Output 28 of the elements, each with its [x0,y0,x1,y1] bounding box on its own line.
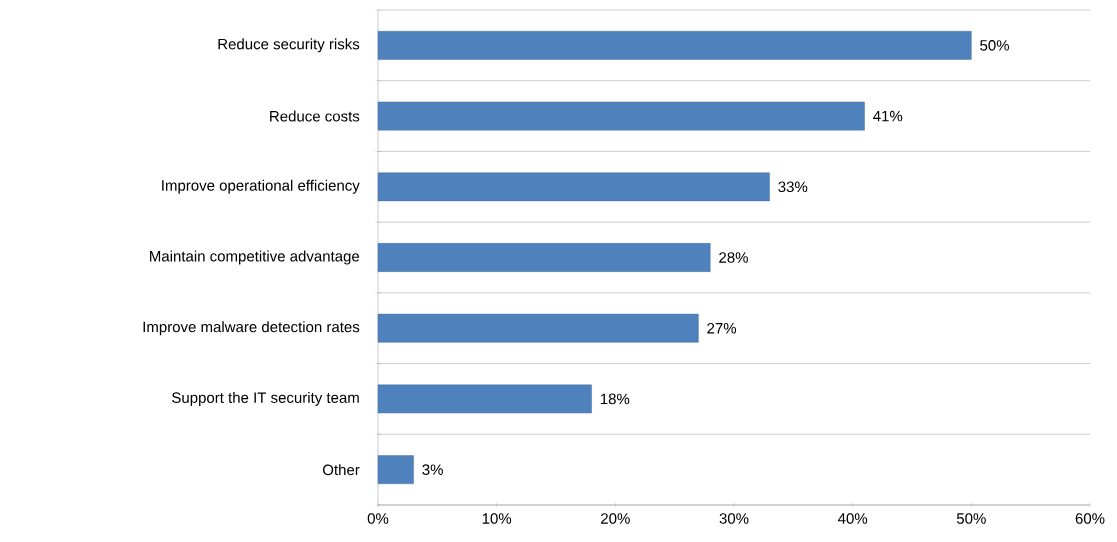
bar [377,101,865,131]
y-tick-label: Reduce security risks [218,38,360,53]
bar [377,455,414,484]
bar [377,384,592,414]
x-tick-label: 40% [838,513,868,524]
x-tick-label: 30% [719,513,749,524]
data-label: 27% [707,322,737,334]
x-tick-label: 20% [601,513,630,524]
x-tick-label: 60% [1075,513,1105,524]
data-label: 33% [778,181,808,193]
data-label: 3% [422,464,443,475]
x-tick-label: 50% [956,513,986,524]
y-tick-label: Improve operational efficiency [162,179,360,194]
data-label: 18% [600,393,630,405]
data-label: 41% [873,110,903,122]
data-label: 28% [719,252,748,263]
y-tick-label: Improve malware detection rates [143,321,360,336]
x-tick-label: 10% [482,513,512,524]
bar [377,243,711,272]
data-label: 50% [980,40,1010,51]
y-tick-label: Support the IT security team [172,391,359,406]
bar [377,313,699,343]
y-tick-label: Reduce costs [270,110,360,122]
x-tick-label: 0% [367,513,389,524]
y-tick-label: Maintain competitive advantage [150,250,360,265]
bar [377,31,972,60]
bar [377,172,770,202]
y-tick-label: Other [322,464,360,476]
